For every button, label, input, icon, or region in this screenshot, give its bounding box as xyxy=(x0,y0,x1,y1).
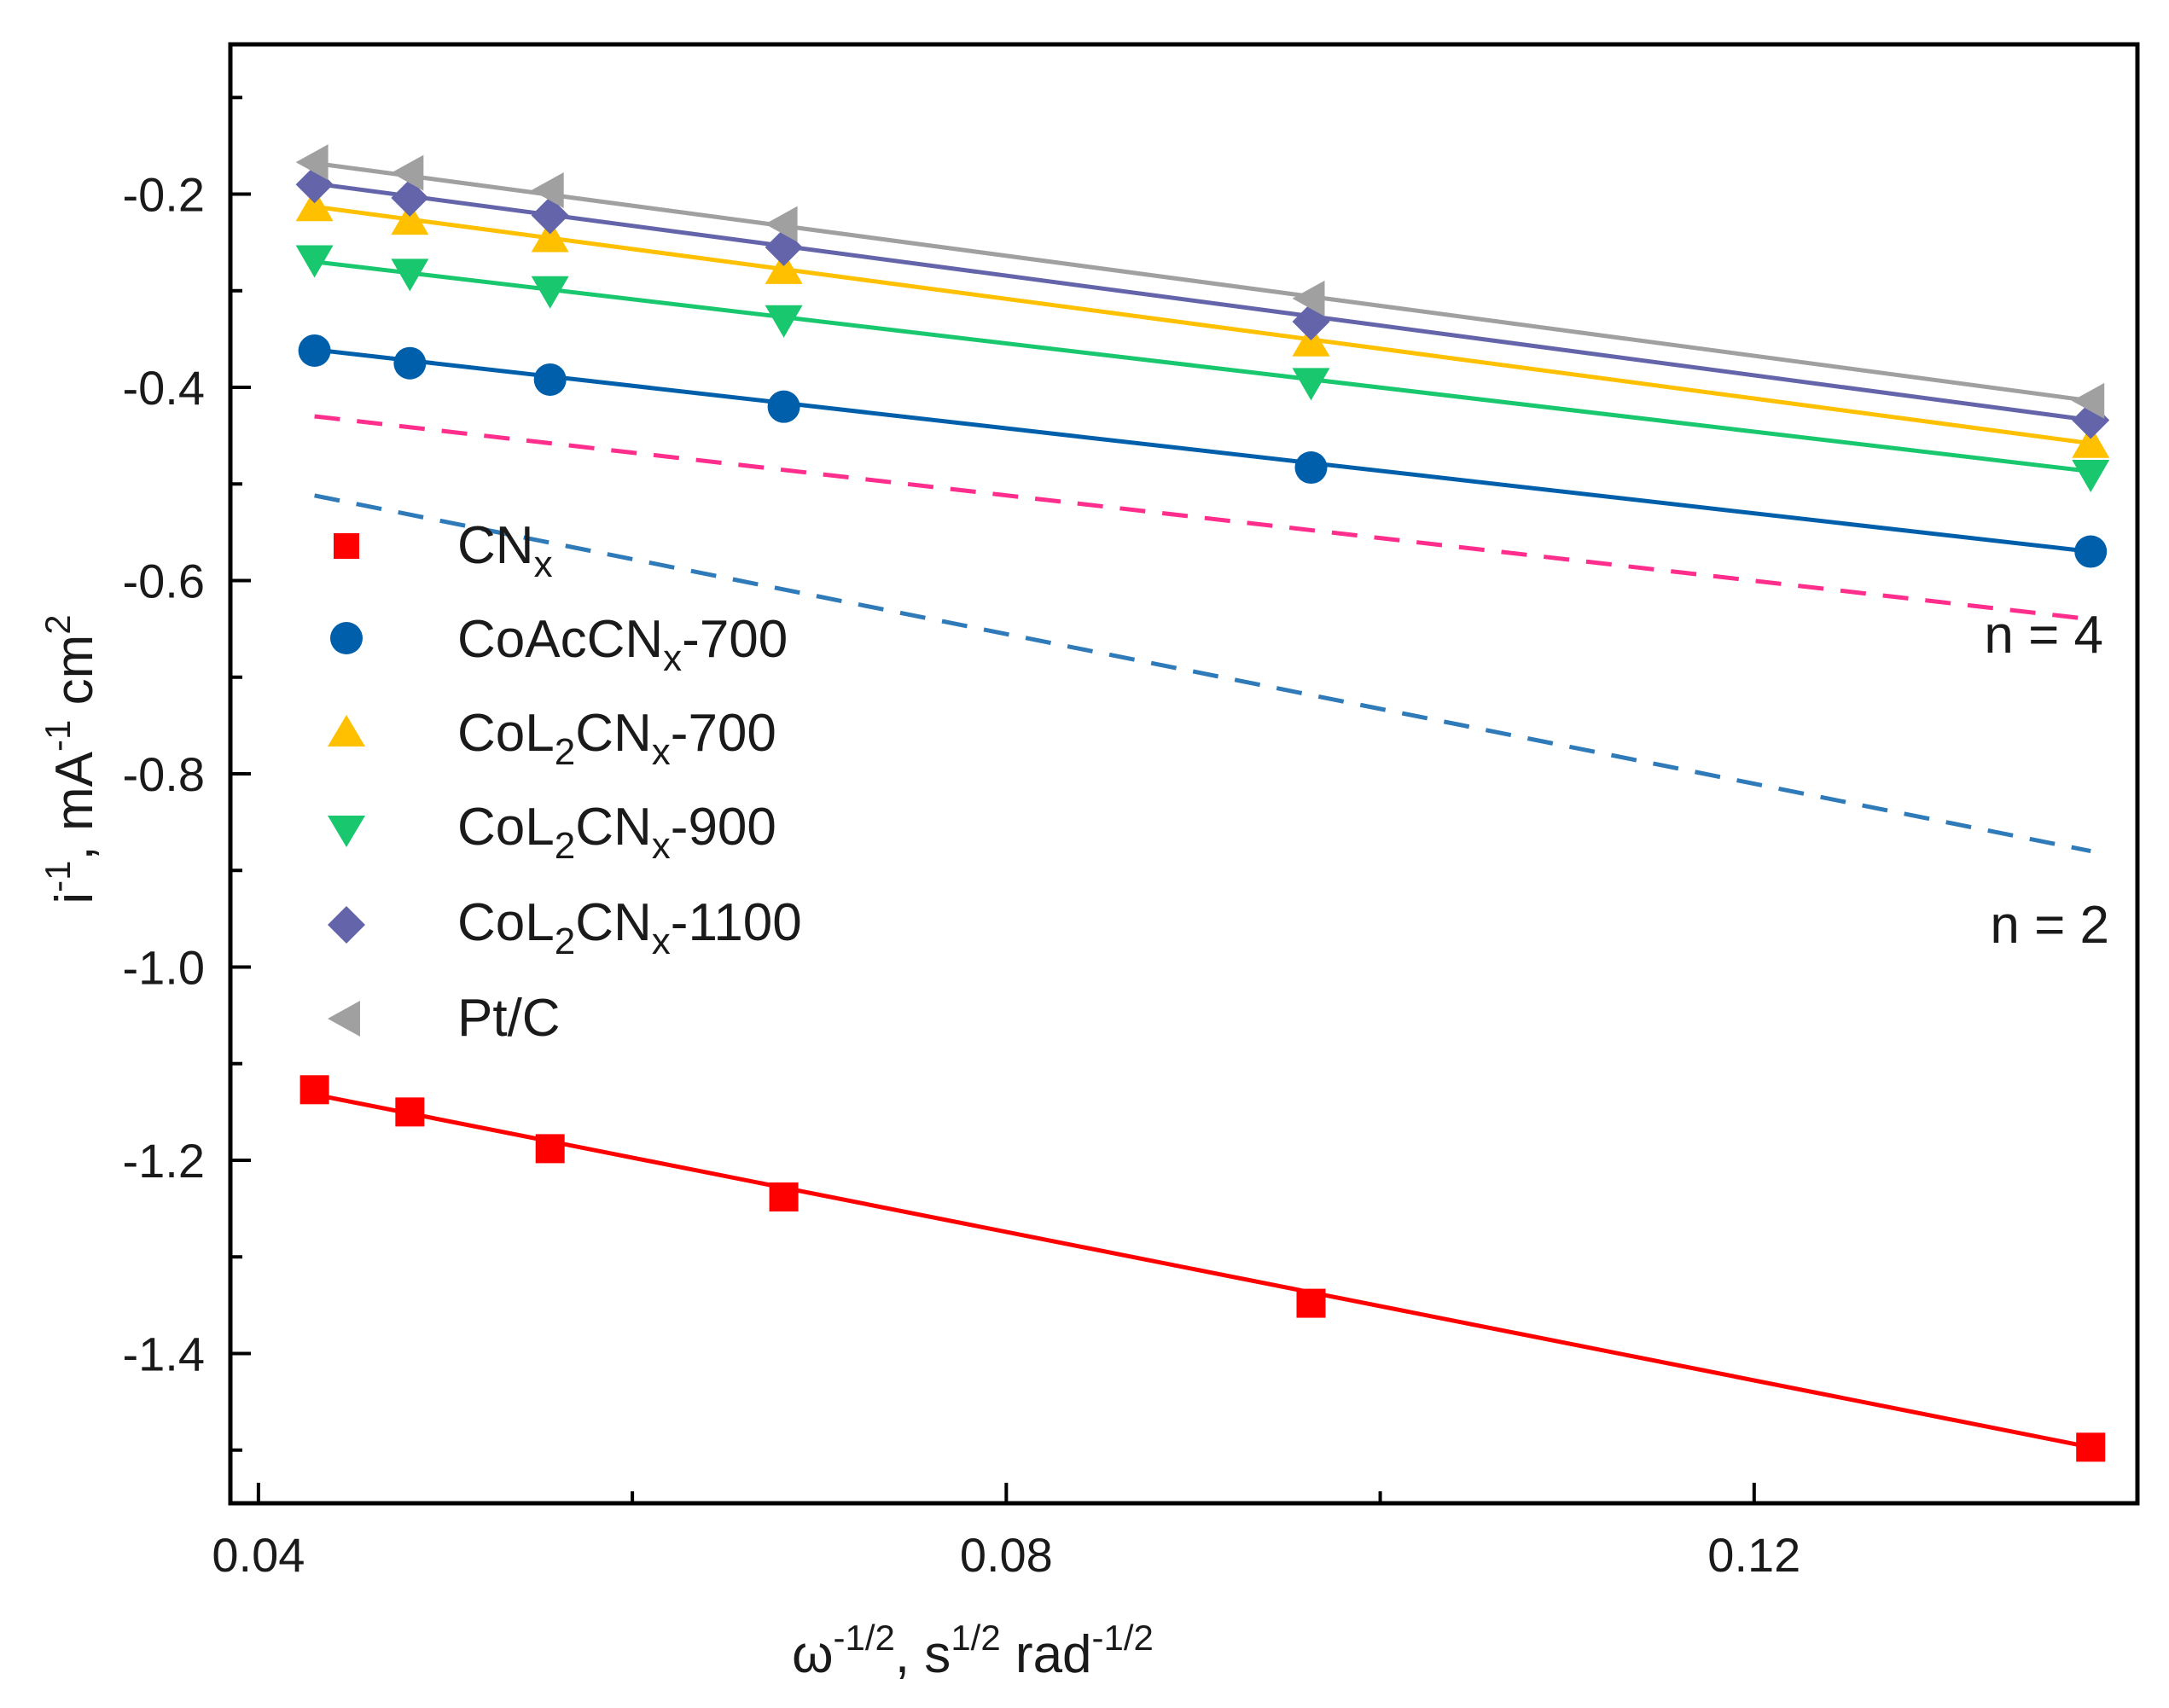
data-point-pt-c xyxy=(765,206,798,242)
y-tick-label: -1.4 xyxy=(123,1327,206,1380)
x-tick-label: 0.12 xyxy=(1707,1528,1800,1582)
data-point-cnx xyxy=(535,1134,565,1164)
x-axis-label: ω-1/2, s1/2 rad-1/2 xyxy=(792,1618,1154,1684)
fit-line-col2cnx-700 xyxy=(314,204,2091,446)
legend-marker-triangle-down xyxy=(328,816,365,847)
legend-item-col2cnx-700: CoL2CNx-700 xyxy=(328,704,776,773)
x-tick-label: 0.08 xyxy=(960,1528,1053,1582)
fit-line-cnx xyxy=(314,1092,2091,1449)
y-tick-label: -0.2 xyxy=(123,168,206,222)
legend-item-col2cnx-1100: CoL2CNx-1100 xyxy=(328,893,802,962)
data-point-col2cnx-900 xyxy=(391,259,429,292)
data-point-coaccnx-700 xyxy=(1294,451,1328,485)
plot-frame xyxy=(228,42,2140,1506)
data-points-group xyxy=(295,144,2110,1462)
data-point-cnx xyxy=(395,1097,425,1127)
fit-line-col2cnx-900 xyxy=(314,259,2091,474)
legend-marker-triangle-up xyxy=(328,715,365,747)
legend-label-col2cnx-900: CoL2CNx-900 xyxy=(457,798,776,867)
data-point-pt-c xyxy=(1292,280,1325,317)
data-point-col2cnx-700 xyxy=(2072,425,2110,458)
reference-line-n-2 xyxy=(314,493,2091,854)
data-point-col2cnx-900 xyxy=(531,276,569,309)
data-point-col2cnx-700 xyxy=(295,189,334,222)
legend: CNx CoAcCNx-700 CoL2CNx-700 CoL2CNx-900 … xyxy=(328,516,802,1048)
fit-line-pt-c xyxy=(314,160,2091,404)
data-point-coaccnx-700 xyxy=(533,363,567,396)
legend-item-pt-c: Pt/C xyxy=(328,989,561,1048)
data-point-col2cnx-1100 xyxy=(391,179,429,218)
data-point-col2cnx-900 xyxy=(295,245,334,278)
y-tick-label: -0.8 xyxy=(123,747,206,801)
legend-label-coaccnx-700: CoAcCNx-700 xyxy=(457,610,788,679)
legend-label-col2cnx-700: CoL2CNx-700 xyxy=(457,704,776,773)
axes-frame-group xyxy=(228,42,2140,1506)
legend-marker-circle xyxy=(330,622,363,654)
data-point-cnx xyxy=(2076,1432,2106,1462)
reference-line-n-4 xyxy=(314,414,2091,622)
data-point-pt-c xyxy=(2072,382,2105,419)
data-point-pt-c xyxy=(295,144,329,181)
data-point-col2cnx-900 xyxy=(765,305,803,338)
x-tick-label: 0.04 xyxy=(212,1528,305,1582)
data-point-cnx xyxy=(769,1182,799,1212)
legend-marker-diamond xyxy=(328,906,365,944)
legend-item-coaccnx-700: CoAcCNx-700 xyxy=(330,610,788,679)
legend-label-col2cnx-1100: CoL2CNx-1100 xyxy=(457,893,802,962)
y-tick-label: -0.4 xyxy=(123,361,206,415)
data-point-pt-c xyxy=(391,154,424,191)
data-point-col2cnx-700 xyxy=(391,202,429,235)
legend-marker-triangle-left xyxy=(328,1001,360,1037)
legend-item-col2cnx-900: CoL2CNx-900 xyxy=(328,798,776,867)
fit-lines-group xyxy=(314,160,2091,1449)
y-tick-label: -1.2 xyxy=(123,1134,206,1188)
data-point-cnx xyxy=(1296,1288,1326,1318)
legend-marker-square xyxy=(334,533,359,559)
data-point-coaccnx-700 xyxy=(767,390,800,423)
legend-item-cnx: CNx xyxy=(334,516,553,585)
ref-label-n2: n = 2 xyxy=(1990,896,2109,955)
fit-line-coaccnx-700 xyxy=(314,347,2091,555)
y-axis-label: i-1, mA-1 cm2 xyxy=(38,614,104,903)
legend-label-pt-c: Pt/C xyxy=(457,989,561,1048)
data-point-col2cnx-700 xyxy=(765,251,803,284)
data-point-cnx xyxy=(299,1075,329,1105)
y-tick-label: -1.0 xyxy=(123,940,206,994)
reference-lines-group xyxy=(314,414,2091,854)
data-point-col2cnx-900 xyxy=(2072,459,2110,492)
data-point-coaccnx-700 xyxy=(298,334,331,367)
legend-label-cnx: CNx xyxy=(457,516,553,585)
data-point-col2cnx-1100 xyxy=(531,196,569,235)
data-point-col2cnx-900 xyxy=(1292,368,1330,401)
data-point-col2cnx-700 xyxy=(531,219,569,253)
y-tick-label: -0.6 xyxy=(123,555,206,608)
data-point-coaccnx-700 xyxy=(393,346,427,380)
ref-label-n4: n = 4 xyxy=(1984,606,2103,665)
data-point-coaccnx-700 xyxy=(2074,535,2108,568)
fit-line-col2cnx-1100 xyxy=(314,181,2091,423)
tick-group: 0.04 0.08 0.12 -0.2 -0.4 -0.6 -0.8 -1.0 -1.2 -1.4 xyxy=(123,96,1800,1582)
data-point-pt-c xyxy=(531,172,564,208)
